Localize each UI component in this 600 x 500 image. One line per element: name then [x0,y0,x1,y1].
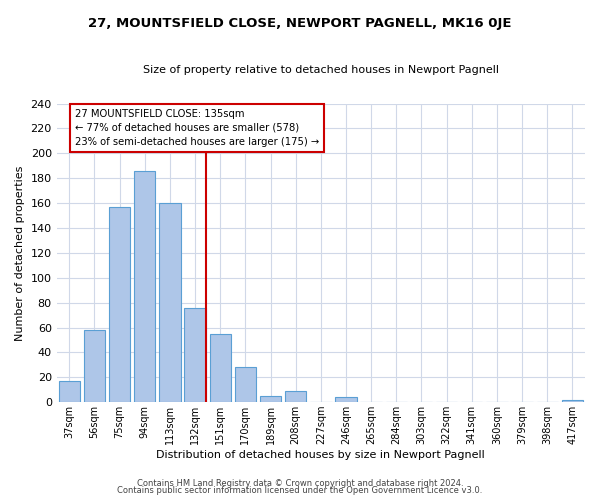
Bar [562,400,583,402]
Text: Contains public sector information licensed under the Open Government Licence v3: Contains public sector information licen… [118,486,482,495]
Text: Contains HM Land Registry data © Crown copyright and database right 2024.: Contains HM Land Registry data © Crown c… [137,478,463,488]
Bar [59,381,80,402]
Bar [260,396,281,402]
Bar [335,397,356,402]
Bar [159,203,181,402]
Text: 27, MOUNTSFIELD CLOSE, NEWPORT PAGNELL, MK16 0JE: 27, MOUNTSFIELD CLOSE, NEWPORT PAGNELL, … [88,18,512,30]
Bar [84,330,105,402]
Title: Size of property relative to detached houses in Newport Pagnell: Size of property relative to detached ho… [143,65,499,75]
Bar [134,170,155,402]
Bar [184,308,206,402]
Bar [109,207,130,402]
X-axis label: Distribution of detached houses by size in Newport Pagnell: Distribution of detached houses by size … [157,450,485,460]
Bar [209,334,231,402]
Text: 27 MOUNTSFIELD CLOSE: 135sqm
← 77% of detached houses are smaller (578)
23% of s: 27 MOUNTSFIELD CLOSE: 135sqm ← 77% of de… [75,108,319,146]
Bar [235,368,256,402]
Bar [285,391,307,402]
Y-axis label: Number of detached properties: Number of detached properties [15,165,25,340]
